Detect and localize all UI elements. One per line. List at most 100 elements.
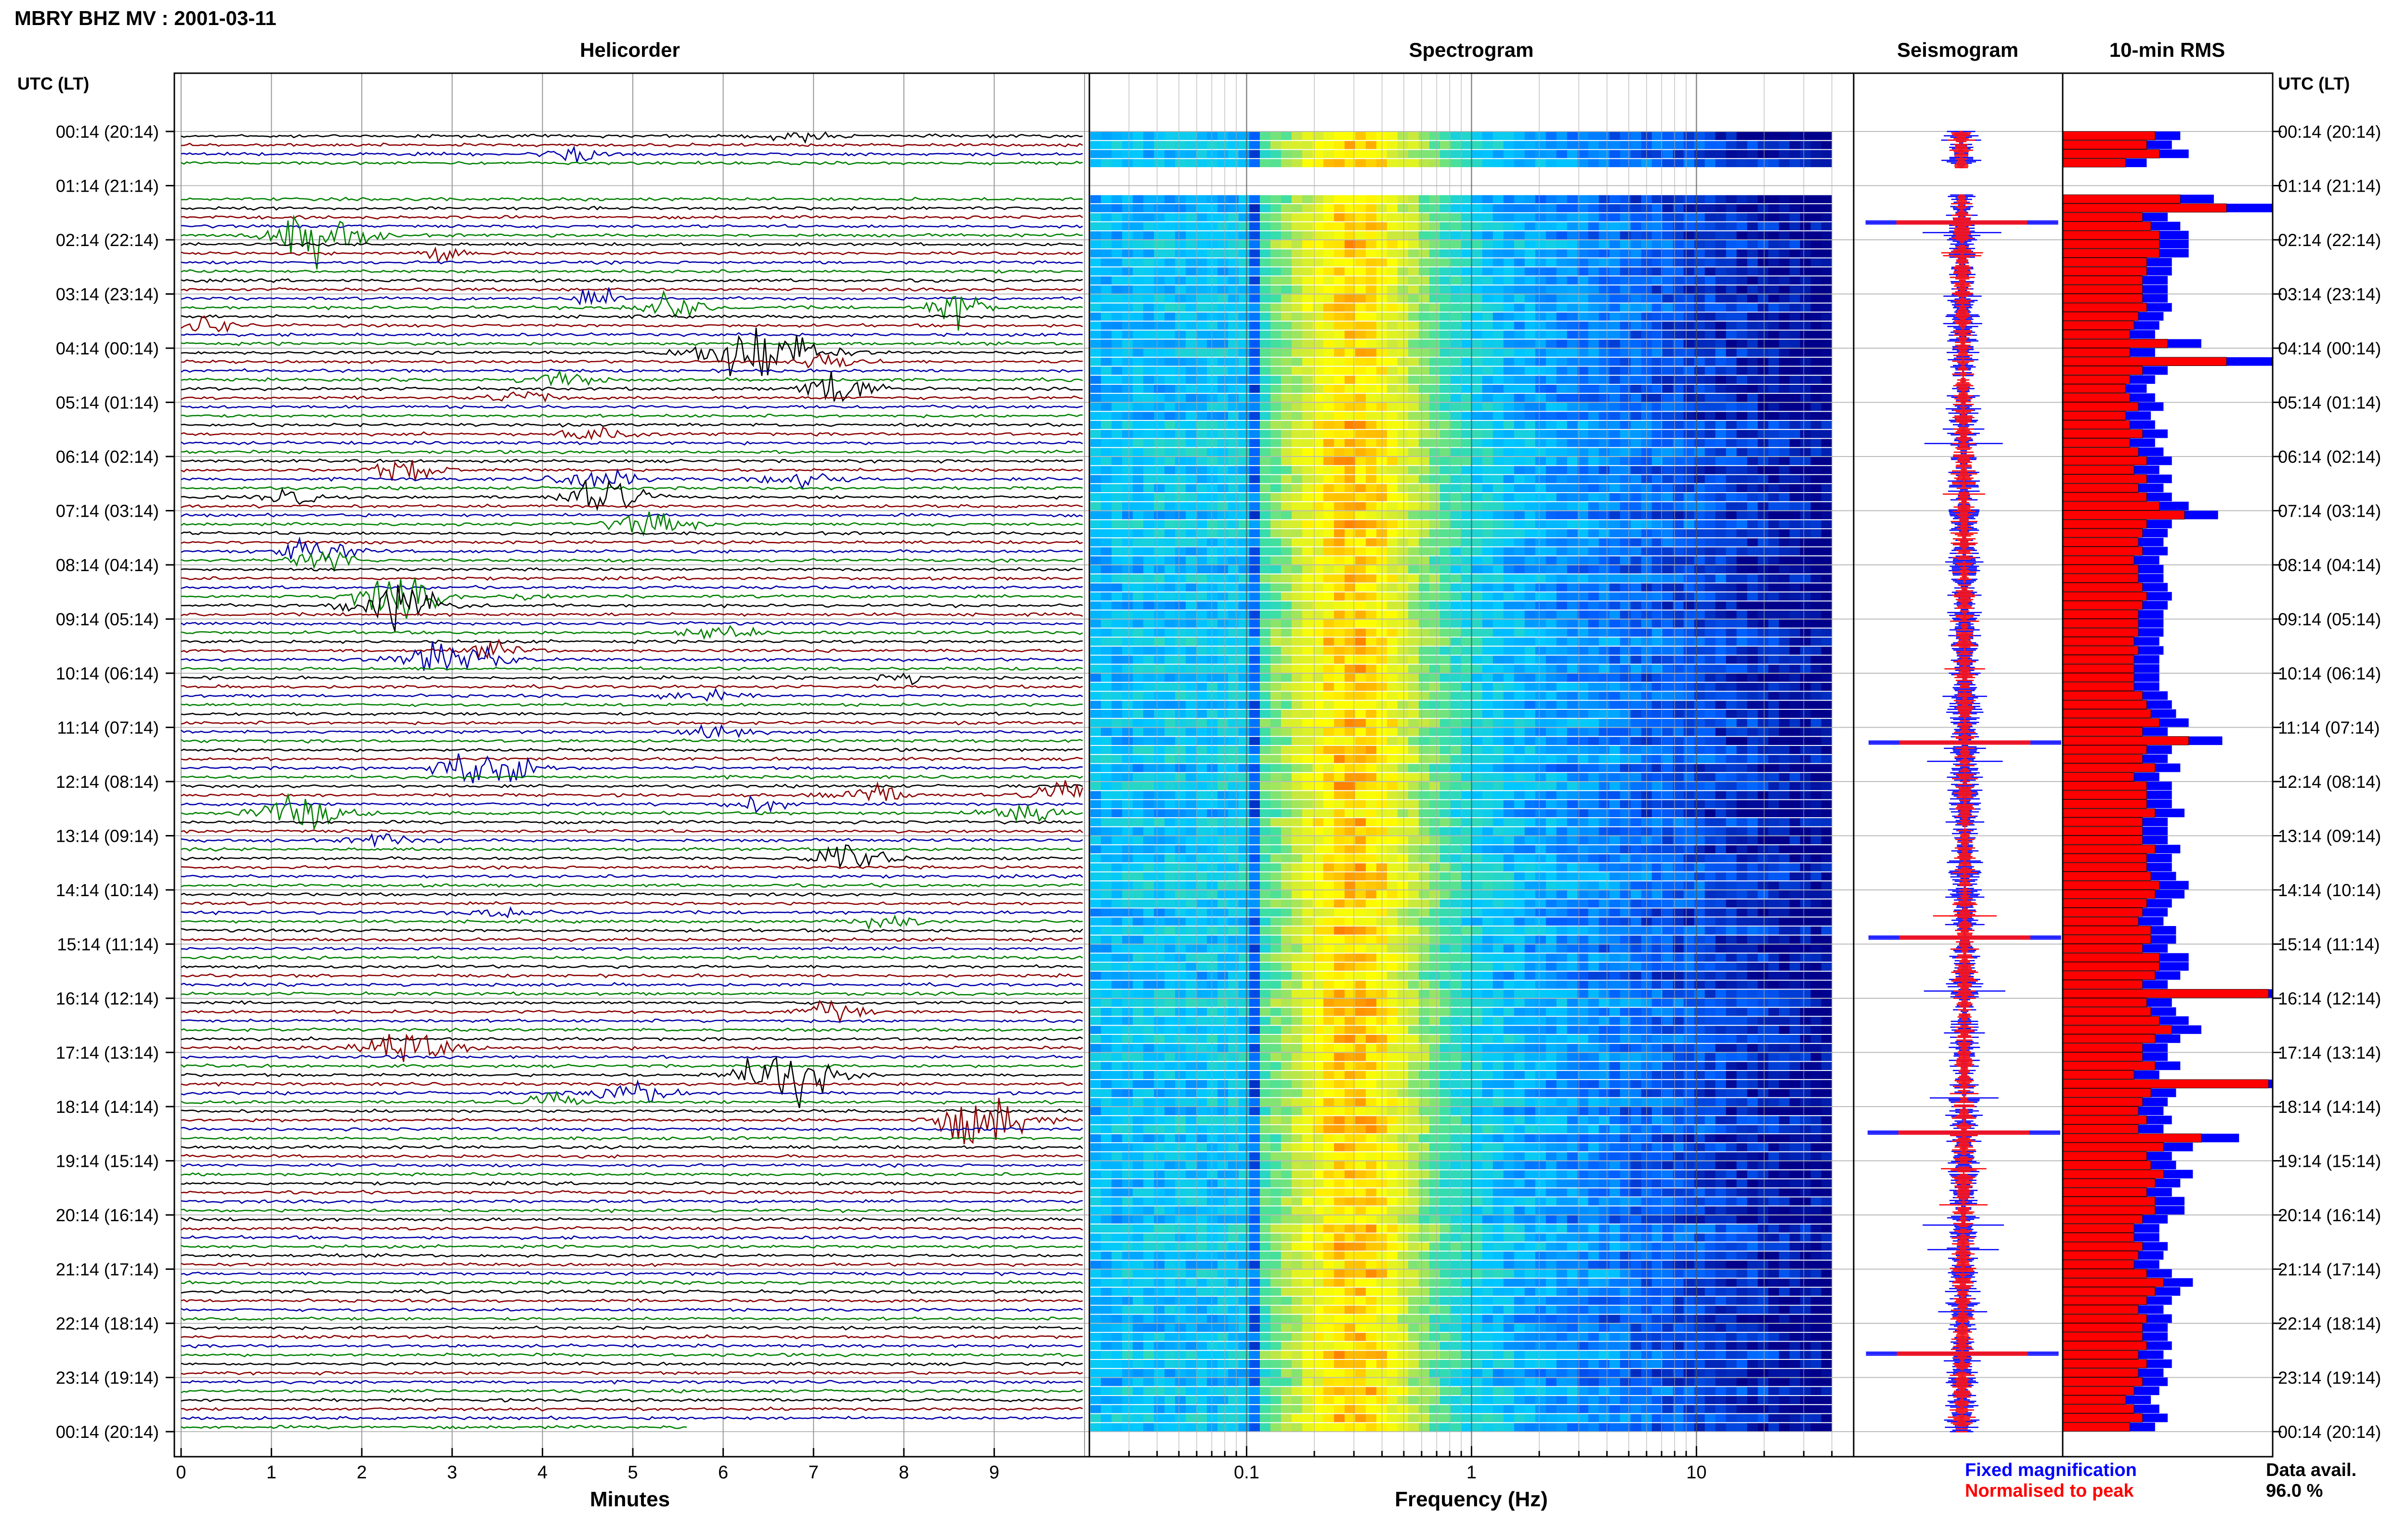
spectrogram-cell bbox=[1101, 511, 1112, 520]
spectrogram-cell bbox=[1228, 556, 1239, 564]
spectrogram-cell bbox=[1112, 259, 1123, 267]
spectrogram-cell bbox=[1207, 313, 1218, 321]
spectrogram-cell bbox=[1758, 538, 1769, 547]
spectrogram-cell bbox=[1747, 601, 1758, 610]
spectrogram-cell bbox=[1429, 349, 1440, 357]
spectrogram-cell bbox=[1779, 556, 1790, 564]
spectrogram-cell bbox=[1610, 141, 1621, 149]
spectrogram-cell bbox=[1705, 286, 1716, 294]
spectrogram-cell bbox=[1186, 638, 1197, 646]
spectrogram-cell bbox=[1419, 647, 1430, 655]
spectrogram-cell bbox=[1631, 548, 1642, 556]
spectrogram-cell bbox=[1355, 728, 1366, 736]
spectrogram-cell bbox=[1535, 493, 1546, 501]
spectrogram-cell bbox=[1196, 674, 1207, 682]
spectrogram-cell bbox=[1292, 755, 1303, 763]
spectrogram-cell bbox=[1546, 719, 1557, 727]
spectrogram-cell bbox=[1567, 231, 1578, 239]
spectrogram-cell bbox=[1557, 656, 1568, 664]
spectrogram-cell bbox=[1133, 339, 1144, 348]
spectrogram-cell bbox=[1610, 421, 1621, 429]
spectrogram-cell bbox=[1620, 692, 1631, 700]
spectrogram-cell bbox=[1398, 710, 1409, 718]
spectrogram-cell bbox=[1451, 638, 1462, 646]
spectrogram-cell bbox=[1504, 620, 1515, 628]
spectrogram-cell bbox=[1154, 313, 1165, 321]
spectrogram-cell bbox=[1811, 548, 1822, 556]
spectrogram-cell bbox=[1599, 376, 1610, 384]
spectrogram-cell bbox=[1112, 565, 1123, 574]
spectrogram-cell bbox=[1451, 584, 1462, 592]
spectrogram-cell bbox=[1535, 574, 1546, 583]
spectrogram-cell bbox=[1323, 683, 1335, 691]
spectrogram-cell bbox=[1482, 620, 1493, 628]
spectrogram-cell bbox=[1705, 204, 1716, 212]
spectrogram-cell bbox=[1260, 195, 1271, 203]
spectrogram-cell bbox=[1694, 728, 1705, 736]
spectrogram-cell bbox=[1662, 584, 1674, 592]
spectrogram-cell bbox=[1525, 132, 1536, 140]
spectrogram-cell bbox=[1323, 773, 1335, 781]
spectrogram-cell bbox=[1387, 746, 1398, 754]
spectrogram-cell bbox=[1482, 601, 1493, 610]
spectrogram-cell bbox=[1790, 303, 1801, 312]
spectrogram-cell bbox=[1260, 502, 1271, 510]
spectrogram-cell bbox=[1334, 538, 1345, 547]
spectrogram-cell bbox=[1525, 620, 1536, 628]
spectrogram-cell bbox=[1186, 331, 1197, 339]
spectrogram-cell bbox=[1207, 511, 1218, 520]
spectrogram-cell bbox=[1260, 349, 1271, 357]
spectrogram-cell bbox=[1715, 656, 1727, 664]
spectrogram-cell bbox=[1779, 574, 1790, 583]
spectrogram-cell bbox=[1419, 421, 1430, 429]
spectrogram-cell bbox=[1239, 358, 1250, 366]
spectrogram-cell bbox=[1207, 475, 1218, 483]
spectrogram-cell bbox=[1631, 295, 1642, 303]
spectrogram-cell bbox=[1398, 556, 1409, 564]
spectrogram-cell bbox=[1112, 484, 1123, 492]
spectrogram-cell bbox=[1186, 628, 1197, 637]
spectrogram-cell bbox=[1800, 204, 1811, 212]
spectrogram-cell bbox=[1154, 222, 1165, 231]
spectrogram-cell bbox=[1355, 430, 1366, 438]
spectrogram-cell bbox=[1790, 286, 1801, 294]
spectrogram-cell bbox=[1631, 764, 1642, 772]
spectrogram-cell bbox=[1133, 159, 1144, 167]
spectrogram-cell bbox=[1726, 520, 1737, 528]
spectrogram-cell bbox=[1768, 674, 1780, 682]
spectrogram-cell bbox=[1440, 159, 1451, 167]
spectrogram-cell bbox=[1175, 394, 1186, 402]
spectrogram-cell bbox=[1811, 701, 1822, 709]
spectrogram-cell bbox=[1662, 755, 1674, 763]
spectrogram-cell bbox=[1398, 719, 1409, 727]
spectrogram-cell bbox=[1090, 240, 1101, 248]
spectrogram-cell bbox=[1504, 656, 1515, 664]
spectrogram-cell bbox=[1482, 746, 1493, 754]
spectrogram-cell bbox=[1535, 295, 1546, 303]
spectrogram-cell bbox=[1535, 159, 1546, 167]
spectrogram-cell bbox=[1323, 231, 1335, 239]
spectrogram-cell bbox=[1154, 764, 1165, 772]
spectrogram-cell bbox=[1398, 385, 1409, 393]
spectrogram-cell bbox=[1631, 656, 1642, 664]
spectrogram-cell bbox=[1101, 764, 1112, 772]
spectrogram-cell bbox=[1270, 421, 1282, 429]
spectrogram-cell bbox=[1493, 565, 1504, 574]
spectrogram-cell bbox=[1652, 520, 1663, 528]
spectrogram-cell bbox=[1260, 222, 1271, 231]
spectrogram-cell bbox=[1207, 159, 1218, 167]
spectrogram-cell bbox=[1800, 656, 1811, 664]
spectrogram-cell bbox=[1535, 773, 1546, 781]
spectrogram-cell bbox=[1684, 349, 1695, 357]
spectrogram-cell bbox=[1726, 412, 1737, 420]
spectrogram-cell bbox=[1239, 303, 1250, 312]
spectrogram-cell bbox=[1694, 746, 1705, 754]
spectrogram-cell bbox=[1779, 628, 1790, 637]
spectrogram-cell bbox=[1599, 728, 1610, 736]
spectrogram-cell bbox=[1557, 195, 1568, 203]
spectrogram-cell bbox=[1175, 620, 1186, 628]
spectrogram-cell bbox=[1472, 746, 1483, 754]
spectrogram-cell bbox=[1281, 592, 1292, 600]
spectrogram-cell bbox=[1461, 493, 1472, 501]
spectrogram-cell bbox=[1165, 367, 1176, 375]
